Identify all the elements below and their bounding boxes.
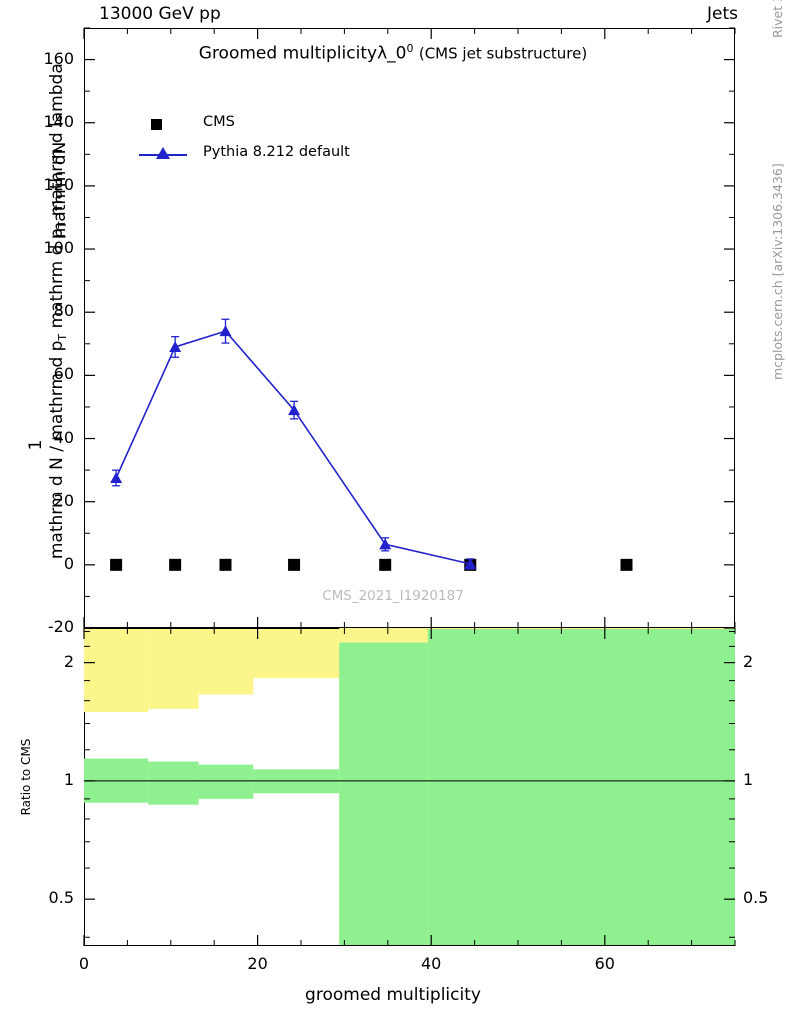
ratio-green-band-1 <box>148 761 199 805</box>
y-tick-label-20: 20 <box>53 490 74 510</box>
header-left: 13000 GeV pp <box>99 4 221 24</box>
ratio-green-band-2 <box>198 764 254 799</box>
x-tick-label-0: 0 <box>78 954 90 973</box>
legend-label-pythia: Pythia 8.212 default <box>203 144 350 160</box>
plot-title-main: Groomed multiplicity <box>198 43 378 64</box>
y-tick-label--20: -20 <box>47 617 74 636</box>
y-tick-label-0: 0 <box>63 553 74 573</box>
y-tick-label-40: 40 <box>53 427 74 447</box>
plot-title-lambda: λ_0 <box>377 43 407 64</box>
y-tick-label-60: 60 <box>53 364 74 384</box>
ratio-y-tick-label-1: 1 <box>63 769 74 789</box>
x-tick-label-60: 60 <box>594 954 615 973</box>
ratio-yellow-band-1 <box>148 629 199 709</box>
ratio-y-tick-label-right-2: 2 <box>743 651 754 671</box>
triangle-marker-icon <box>156 147 170 159</box>
y-tick-label-100: 100 <box>43 238 74 258</box>
ratio-y-tick-label-0.5: 0.5 <box>48 888 74 908</box>
header-right: Jets <box>707 4 738 24</box>
ratio-yellow-band-0 <box>84 629 149 713</box>
data-point-square-4 <box>379 558 392 571</box>
data-point-square-6 <box>620 558 633 571</box>
y-tick-label-140: 140 <box>43 111 74 131</box>
ratio-yellow-band-3 <box>253 629 340 679</box>
y-tick-label-160: 160 <box>43 48 74 68</box>
main-plot-frame <box>84 28 735 628</box>
ratio-y-tick-label-2: 2 <box>63 651 74 671</box>
data-point-square-2 <box>219 558 232 571</box>
square-marker-icon <box>151 119 162 130</box>
y-tick-label-120: 120 <box>43 174 74 194</box>
data-point-square-1 <box>169 558 182 571</box>
ratio-y-tick-label-right-0.5: 0.5 <box>743 888 769 908</box>
legend-label-cms: CMS <box>203 114 235 130</box>
plot-title-paren: (CMS jet substructure) <box>418 44 588 63</box>
watermark: CMS_2021_I1920187 <box>322 588 464 604</box>
series-line-Pythia 8.212 default <box>115 330 471 565</box>
data-point-square-0 <box>110 558 123 571</box>
ratio-green-band-5 <box>427 629 735 945</box>
ratio-y-tick-label-right-1: 1 <box>743 769 754 789</box>
x-tick-label-20: 20 <box>247 954 268 973</box>
ratio-green-band-4 <box>339 642 428 945</box>
x-tick-label-40: 40 <box>421 954 442 973</box>
y-tick-label-80: 80 <box>53 301 74 321</box>
x-axis-label: groomed multiplicity <box>305 985 481 1005</box>
plot-title: Groomed multiplicityλ_00 (CMS jet substr… <box>0 42 786 64</box>
plot-title-lambda-sup: 0 <box>406 42 414 55</box>
data-point-square-3 <box>288 558 301 571</box>
ratio-yellow-band-2 <box>198 629 254 695</box>
